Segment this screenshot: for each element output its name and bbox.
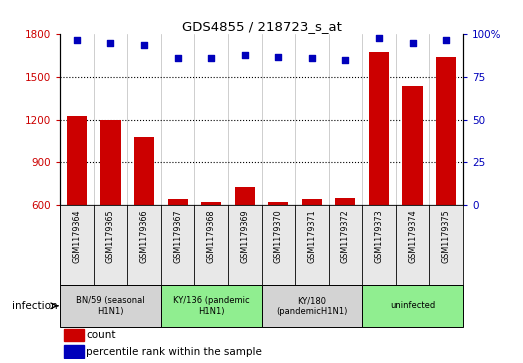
Bar <box>201 202 221 290</box>
Bar <box>100 120 120 290</box>
Point <box>442 37 450 42</box>
Text: GSM1179369: GSM1179369 <box>240 209 249 263</box>
Point <box>408 40 417 46</box>
Bar <box>67 115 87 290</box>
Text: KY/136 (pandemic
H1N1): KY/136 (pandemic H1N1) <box>173 296 249 315</box>
Bar <box>436 57 456 290</box>
Text: GSM1179367: GSM1179367 <box>173 209 182 263</box>
Bar <box>64 329 84 341</box>
Text: GSM1179375: GSM1179375 <box>441 209 451 263</box>
Text: BN/59 (seasonal
H1N1): BN/59 (seasonal H1N1) <box>76 296 145 315</box>
Text: GSM1179373: GSM1179373 <box>374 209 383 263</box>
Point <box>174 56 182 61</box>
Text: GSM1179366: GSM1179366 <box>140 209 149 262</box>
Bar <box>64 345 84 358</box>
Point <box>241 52 249 58</box>
Bar <box>362 285 463 327</box>
Text: KY/180
(pandemicH1N1): KY/180 (pandemicH1N1) <box>276 296 347 315</box>
Text: GSM1179371: GSM1179371 <box>308 209 316 263</box>
Bar <box>369 52 389 290</box>
Point <box>106 40 115 46</box>
Text: GSM1179364: GSM1179364 <box>72 209 82 262</box>
Point <box>140 42 148 48</box>
Text: GSM1179370: GSM1179370 <box>274 209 283 263</box>
Text: infection: infection <box>12 301 58 311</box>
Bar <box>335 198 356 290</box>
Point <box>73 37 81 42</box>
Bar <box>161 285 262 327</box>
Text: GSM1179374: GSM1179374 <box>408 209 417 263</box>
Text: uninfected: uninfected <box>390 301 435 310</box>
Point <box>308 56 316 61</box>
Bar <box>262 285 362 327</box>
Text: GSM1179368: GSM1179368 <box>207 209 215 262</box>
Bar <box>60 285 161 327</box>
Text: GSM1179372: GSM1179372 <box>341 209 350 263</box>
Point <box>207 56 215 61</box>
Bar <box>134 137 154 290</box>
Text: GSM1179365: GSM1179365 <box>106 209 115 263</box>
Point <box>375 35 383 41</box>
Bar <box>167 199 188 290</box>
Bar <box>403 86 423 290</box>
Text: percentile rank within the sample: percentile rank within the sample <box>86 347 262 356</box>
Bar <box>268 201 288 290</box>
Point <box>274 54 282 60</box>
Title: GDS4855 / 218723_s_at: GDS4855 / 218723_s_at <box>181 20 342 33</box>
Bar <box>302 199 322 290</box>
Bar <box>235 187 255 290</box>
Point <box>341 57 349 63</box>
Text: count: count <box>86 330 116 340</box>
